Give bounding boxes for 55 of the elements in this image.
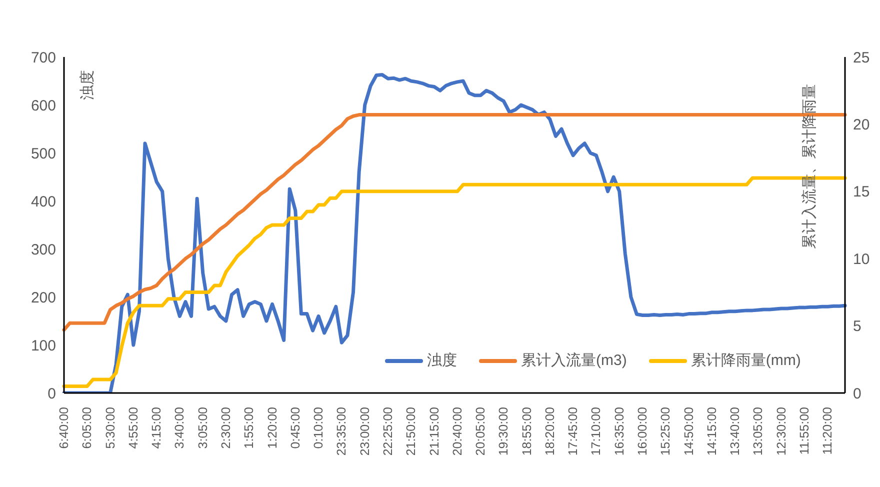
- x-tick-label: 23:35:00: [334, 406, 349, 456]
- x-tick-label: 4:15:00: [150, 406, 164, 449]
- y-tick-label: 300: [30, 241, 56, 258]
- x-tick-label: 3:40:00: [172, 406, 187, 449]
- x-tick-label: 14:15:00: [704, 406, 719, 456]
- x-tick-label: 16:35:00: [612, 406, 626, 456]
- x-tick-label: 20:40:00: [450, 406, 464, 456]
- y-tick-label: 200: [30, 289, 56, 306]
- y-tick-label: 700: [30, 49, 56, 66]
- y2-tick-label: 10: [853, 250, 870, 268]
- x-tick-label: 15:25:00: [658, 406, 673, 456]
- x-tick-label: 3:05:00: [196, 406, 210, 449]
- x-tick-label: 19:30:00: [496, 406, 511, 456]
- x-tick-label: 6:05:00: [80, 406, 94, 449]
- x-tick-label: 17:45:00: [566, 406, 580, 456]
- y-tick-label: 600: [30, 97, 56, 114]
- x-tick-label: 18:20:00: [542, 406, 557, 456]
- x-tick-label: 4:55:00: [126, 406, 140, 449]
- x-tick-label: 23:00:00: [358, 406, 372, 456]
- y-tick-label: 400: [30, 193, 56, 210]
- y2-axis-title: 累计入流量、累计降雨量: [800, 84, 819, 249]
- x-tick-label: 18:55:00: [520, 406, 534, 456]
- x-tick-label: 1:55:00: [242, 406, 256, 449]
- x-tick-label: 0:45:00: [288, 406, 302, 449]
- legend-label: 浊度: [427, 351, 457, 370]
- x-tick-label: 2:30:00: [218, 406, 233, 449]
- x-tick-label: 11:20:00: [820, 406, 835, 455]
- x-tick-label: 21:50:00: [404, 406, 418, 456]
- x-tick-label: 16:00:00: [636, 406, 650, 456]
- x-tick-label: 21:15:00: [427, 406, 442, 456]
- x-tick-label: 1:20:00: [265, 406, 280, 449]
- x-tick-label: 17:10:00: [589, 406, 604, 456]
- x-tick-label: 13:05:00: [751, 406, 766, 456]
- y2-tick-label: 5: [853, 318, 862, 336]
- y-tick-label: 500: [30, 145, 56, 162]
- y2-tick-label: 0: [853, 385, 862, 402]
- line-series: [62, 113, 847, 332]
- y2-tick-label: 25: [853, 49, 870, 66]
- x-tick-label: 5:30:00: [103, 406, 118, 449]
- x-tick-label: 22:25:00: [380, 406, 395, 456]
- y-axis-title: 浊度: [78, 70, 97, 100]
- x-tick-label: 14:50:00: [682, 406, 696, 456]
- x-tick-label: 6:40:00: [57, 406, 71, 449]
- legend-label: 累计降雨量(mm): [690, 351, 801, 370]
- y2-tick-label: 20: [853, 116, 870, 134]
- y2-tick-label: 15: [853, 184, 870, 201]
- line-series: [62, 176, 847, 388]
- x-tick-label: 11:55:00: [798, 406, 812, 455]
- x-tick-label: 0:10:00: [312, 406, 326, 449]
- y-tick-label: 100: [30, 337, 56, 354]
- legend-label: 累计入流量(m3): [521, 351, 627, 370]
- x-tick-label: 13:40:00: [728, 406, 742, 456]
- x-tick-label: 12:30:00: [774, 406, 788, 456]
- x-tick-label: 20:05:00: [474, 406, 488, 456]
- y-tick-label: 0: [48, 385, 56, 402]
